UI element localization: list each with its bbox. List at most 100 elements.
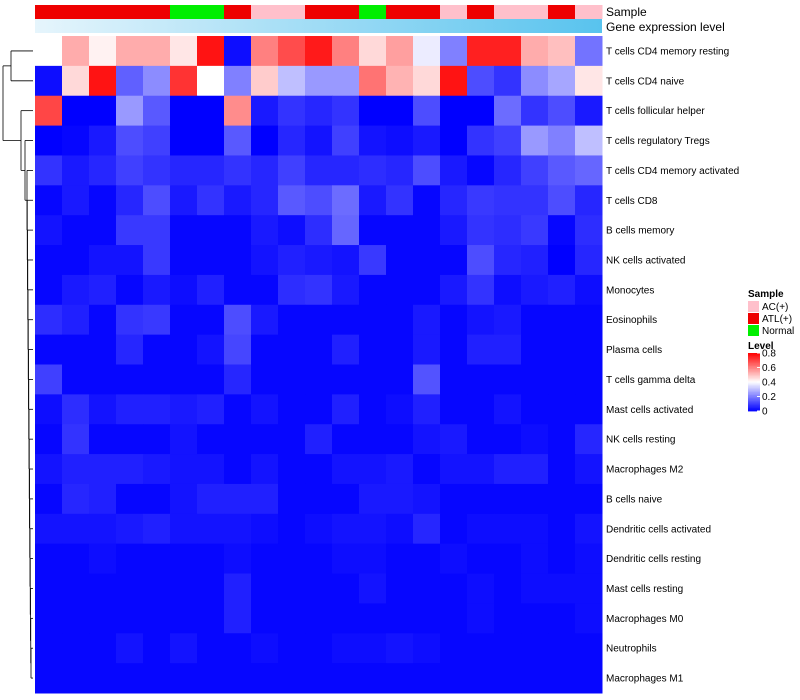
row-label: T cells CD4 memory activated (606, 166, 739, 177)
heatmap-cell (494, 424, 522, 455)
colorbar-segment (748, 387, 760, 390)
heatmap-cell (575, 543, 603, 575)
heatmap-cell (62, 65, 90, 97)
heatmap-cell (359, 513, 387, 545)
colorbar-tick-label: 0.2 (762, 392, 776, 403)
heatmap-cell (413, 454, 441, 485)
heatmap-cell (197, 155, 225, 186)
heatmap-cell (116, 65, 144, 97)
heatmap-cell (359, 185, 387, 216)
heatmap-cell (35, 185, 63, 216)
heatmap-cells (35, 36, 603, 694)
heatmap-cell (332, 364, 360, 395)
heatmap-cell (197, 185, 225, 216)
heatmap-cell (116, 543, 144, 575)
heatmap-cell (143, 573, 171, 604)
heatmap-cell (116, 125, 144, 156)
colorbar-tick-label: 0 (762, 407, 768, 418)
heatmap-cell (467, 603, 495, 634)
colorbar-segment (748, 397, 760, 400)
row-label: T cells CD8 (606, 196, 658, 207)
heatmap-cell (440, 364, 468, 395)
sample-cell (143, 5, 171, 19)
heatmap-cell (494, 663, 522, 694)
heatmap-cell (467, 543, 495, 575)
heatmap-cell (197, 245, 225, 276)
heatmap-cell (494, 513, 522, 545)
heatmap-cell (251, 95, 279, 127)
heatmap-cell (548, 543, 576, 575)
heatmap-cell (494, 633, 522, 664)
heatmap-cell (89, 304, 117, 336)
heatmap-cell (386, 274, 414, 306)
heatmap-cell (386, 125, 414, 156)
heatmap-cell (359, 483, 387, 515)
heatmap-cell (143, 543, 171, 575)
heatmap-cell (143, 334, 171, 365)
heatmap-cell (521, 603, 549, 634)
heatmap-cell (35, 304, 63, 336)
heatmap-cell (224, 663, 252, 694)
heatmap-cell (386, 95, 414, 127)
heatmap-cell (170, 454, 198, 485)
heatmap-cell (224, 603, 252, 634)
heatmap-cell (548, 424, 576, 455)
heatmap-cell (575, 215, 603, 246)
heatmap-cell (251, 304, 279, 336)
heatmap-cell (413, 125, 441, 156)
heatmap-cell (116, 424, 144, 455)
heatmap-cell (197, 603, 225, 634)
heatmap-cell (170, 95, 198, 127)
heatmap-cell (440, 424, 468, 455)
heatmap-cell (224, 483, 252, 515)
heatmap-cell (494, 573, 522, 604)
heatmap-cell (170, 36, 198, 67)
heatmap-cell (332, 245, 360, 276)
heatmap-cell (359, 304, 387, 336)
heatmap-cell (116, 245, 144, 276)
heatmap-cell (89, 513, 117, 545)
heatmap-cell (35, 215, 63, 246)
heatmap-cell (332, 513, 360, 545)
heatmap-cell (494, 155, 522, 186)
heatmap-cell (359, 274, 387, 306)
heatmap-cell (251, 274, 279, 306)
heatmap-cell (197, 334, 225, 365)
heatmap-cell (197, 543, 225, 575)
heatmap-cell (575, 394, 603, 425)
heatmap-cell (170, 155, 198, 186)
row-label: Macrophages M0 (606, 614, 684, 625)
heatmap-cell (440, 155, 468, 186)
heatmap-cell (548, 364, 576, 395)
heatmap-cell (332, 274, 360, 306)
heatmap-cell (170, 573, 198, 604)
sample-legend-title: Sample (748, 289, 784, 300)
heatmap-cell (116, 155, 144, 186)
legend-entry-ac: AC(+) (762, 302, 788, 313)
heatmap-cell (62, 274, 90, 306)
heatmap-cell (548, 125, 576, 156)
heatmap-cell (116, 454, 144, 485)
heatmap-cell (521, 483, 549, 515)
sample-cell (494, 5, 522, 19)
heatmap-cell (197, 663, 225, 694)
heatmap-cell (251, 36, 279, 67)
heatmap-cell (386, 245, 414, 276)
sample-cell (359, 5, 387, 19)
heatmap-cell (386, 603, 414, 634)
heatmap-cell (62, 304, 90, 336)
colorbar-segment (748, 370, 760, 373)
heatmap-cell (413, 36, 441, 67)
heatmap-cell (278, 364, 306, 395)
row-label: NK cells activated (606, 255, 685, 266)
row-label: B cells naive (606, 494, 663, 505)
heatmap-cell (224, 364, 252, 395)
legend-swatch-ac (748, 301, 759, 312)
heatmap-cell (359, 603, 387, 634)
heatmap-cell (251, 185, 279, 216)
heatmap-cell (251, 245, 279, 276)
heatmap-cell (89, 424, 117, 455)
heatmap-cell (548, 633, 576, 664)
colorbar-segment (748, 377, 760, 380)
heatmap-cell (224, 274, 252, 306)
